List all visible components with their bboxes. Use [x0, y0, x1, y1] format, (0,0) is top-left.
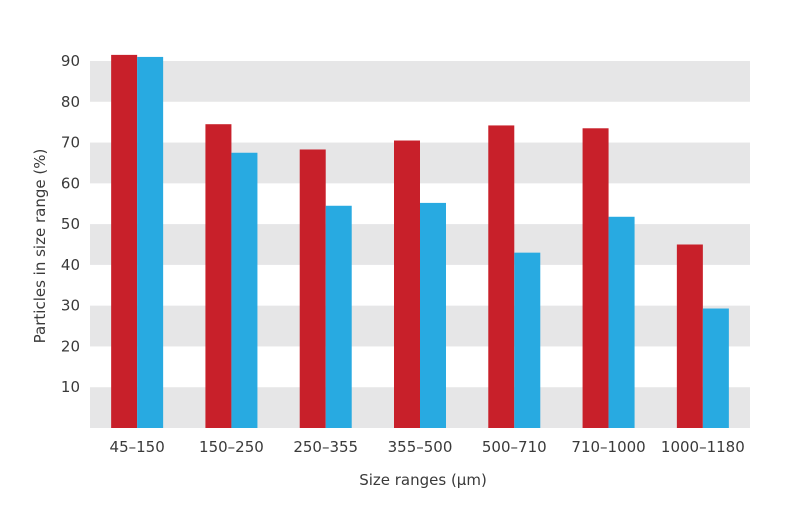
bar-250–355-series-2: [325, 205, 352, 428]
bar-710–1000-series-1: [582, 128, 609, 429]
bar-500–710-series-2: [514, 252, 541, 428]
x-tick-label: 45–150: [110, 438, 165, 456]
x-axis-label: Size ranges (μm): [359, 471, 487, 489]
bar-45–150-series-1: [111, 54, 138, 429]
y-tick-label: 70: [61, 134, 80, 152]
grid-band: [90, 61, 750, 102]
x-tick-label: 150–250: [199, 438, 264, 456]
bar-1000–1180-series-2: [702, 308, 729, 428]
bar-355–500-series-2: [420, 202, 446, 428]
bar-1000–1180-series-1: [676, 244, 703, 428]
x-tick-label: 500–710: [482, 438, 547, 456]
y-tick-label: 80: [61, 93, 80, 111]
y-tick-label: 20: [61, 337, 80, 355]
y-tick-label: 30: [61, 297, 80, 315]
x-tick-label: 355–500: [388, 438, 453, 456]
bar-250–355-series-1: [299, 149, 326, 428]
x-tick-labels: 45–150 150–250 250–355 355–500 500–710 710–10…: [110, 438, 745, 456]
y-tick-label: 90: [61, 52, 80, 70]
bar-45–150-series-2: [137, 56, 164, 429]
bar-500–710-series-1: [488, 125, 515, 428]
y-tick-label: 40: [61, 256, 80, 274]
bar-710–1000-series-2: [608, 216, 635, 428]
y-axis-label: Particles in size range (%): [31, 149, 49, 344]
bar-150–250-series-1: [205, 124, 232, 428]
x-tick-label: 1000–1180: [661, 438, 745, 456]
bars-group: [111, 54, 729, 429]
x-tick-label: 250–355: [293, 438, 358, 456]
y-tick-label: 60: [61, 174, 80, 192]
y-tick-label: 10: [61, 378, 80, 396]
bar-355–500-series-1: [394, 140, 420, 428]
y-tick-labels: 10 20 30 40 50 60 70 80 90: [61, 52, 80, 396]
bar-150–250-series-2: [231, 152, 258, 428]
y-tick-label: 50: [61, 215, 80, 233]
x-tick-label: 710–1000: [571, 438, 645, 456]
